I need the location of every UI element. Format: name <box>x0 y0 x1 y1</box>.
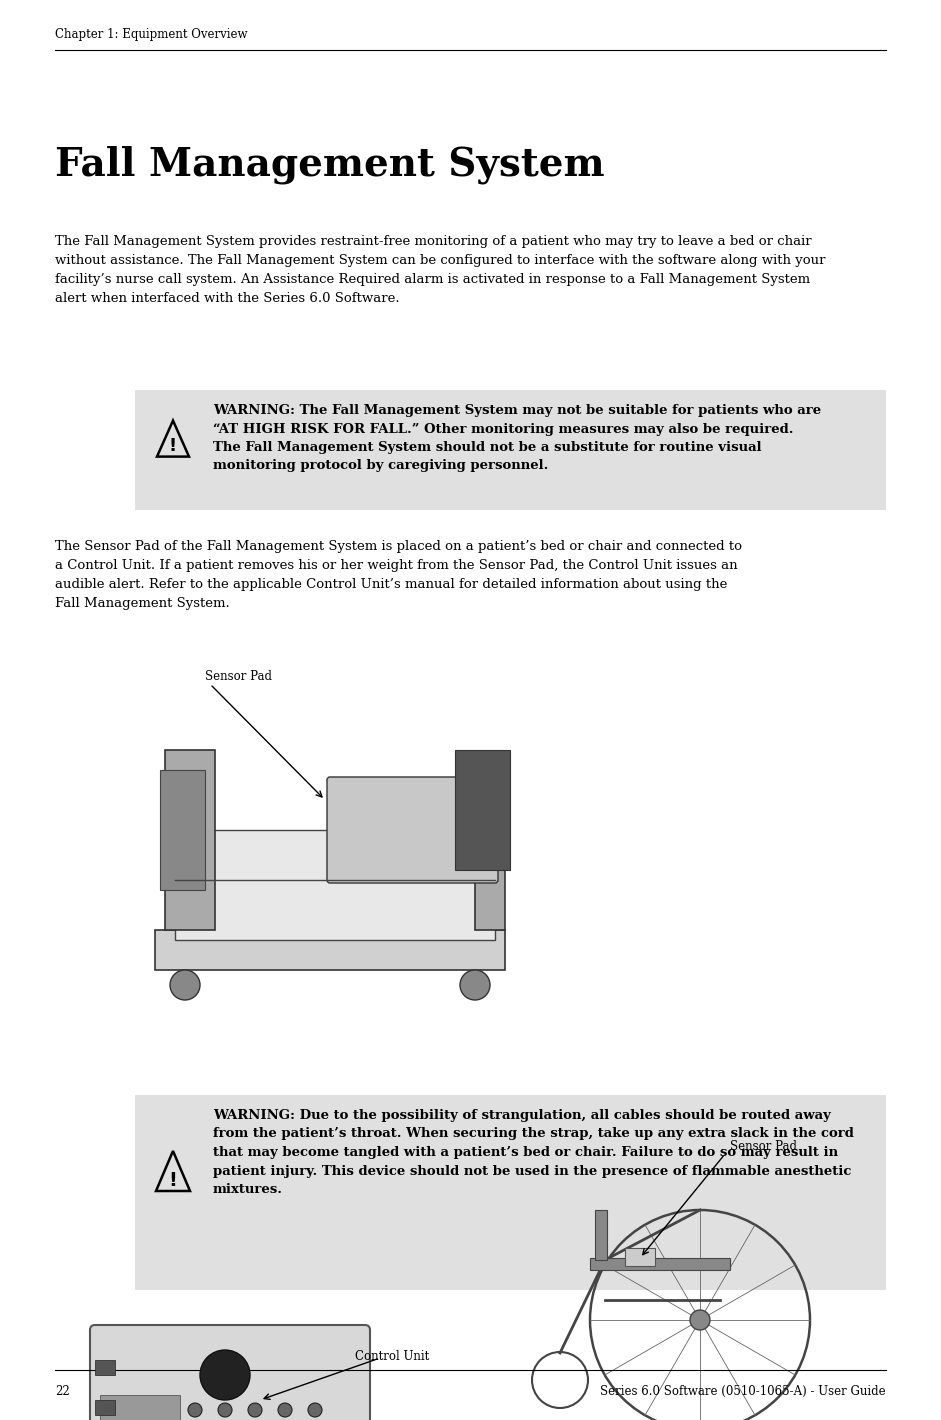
Text: Sensor Pad: Sensor Pad <box>205 670 272 683</box>
Circle shape <box>690 1311 710 1331</box>
FancyBboxPatch shape <box>327 777 498 883</box>
Bar <box>100 1394 180 1420</box>
Bar <box>160 770 205 890</box>
Text: Sensor Pad: Sensor Pad <box>730 1140 797 1153</box>
Text: WARNING: The Fall Management System may not be suitable for patients who are
“AT: WARNING: The Fall Management System may … <box>213 405 821 473</box>
Bar <box>455 750 510 870</box>
Text: Control Unit: Control Unit <box>355 1350 429 1363</box>
Circle shape <box>218 1403 232 1417</box>
Text: Chapter 1: Equipment Overview: Chapter 1: Equipment Overview <box>55 28 247 41</box>
Text: Series 6.0 Software (0510-1065-A) - User Guide: Series 6.0 Software (0510-1065-A) - User… <box>600 1384 886 1399</box>
Text: !: ! <box>169 437 177 456</box>
FancyBboxPatch shape <box>135 1095 886 1289</box>
Circle shape <box>170 970 200 1000</box>
Bar <box>95 1360 115 1375</box>
Circle shape <box>308 1403 322 1417</box>
Bar <box>595 1210 607 1260</box>
Text: 22: 22 <box>55 1384 70 1399</box>
Bar <box>95 1400 115 1414</box>
Circle shape <box>200 1350 250 1400</box>
Bar <box>165 750 215 930</box>
Bar <box>625 1248 655 1267</box>
Text: Fall Management System: Fall Management System <box>55 145 605 183</box>
Bar <box>155 930 505 970</box>
Text: The Fall Management System provides restraint-free monitoring of a patient who m: The Fall Management System provides rest… <box>55 234 825 305</box>
Circle shape <box>460 970 490 1000</box>
Circle shape <box>188 1403 202 1417</box>
Circle shape <box>278 1403 292 1417</box>
Circle shape <box>248 1403 262 1417</box>
Bar <box>590 1258 730 1269</box>
FancyBboxPatch shape <box>135 391 886 510</box>
Bar <box>475 809 505 930</box>
FancyBboxPatch shape <box>90 1325 370 1420</box>
Text: WARNING: Due to the possibility of strangulation, all cables should be routed aw: WARNING: Due to the possibility of stran… <box>213 1109 853 1196</box>
Text: !: ! <box>168 1170 178 1190</box>
Text: The Sensor Pad of the Fall Management System is placed on a patient’s bed or cha: The Sensor Pad of the Fall Management Sy… <box>55 540 742 611</box>
Bar <box>175 831 495 940</box>
